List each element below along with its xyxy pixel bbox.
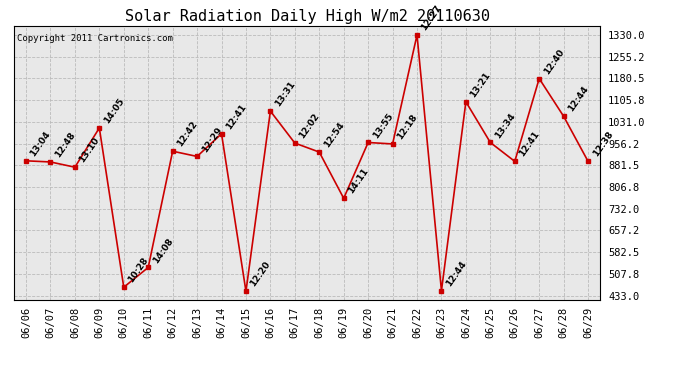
Text: 12:48: 12:48 [53,130,77,159]
Text: 12:41: 12:41 [224,102,248,131]
Text: 13:55: 13:55 [371,111,395,140]
Text: 12:44: 12:44 [566,85,591,114]
Text: 14:05: 14:05 [102,97,126,125]
Text: 14:11: 14:11 [346,167,371,195]
Text: 13:04: 13:04 [29,129,52,158]
Text: 12:42: 12:42 [175,120,199,148]
Text: 12:20: 12:20 [248,260,273,288]
Text: 12:29: 12:29 [200,125,224,154]
Text: 12:40: 12:40 [542,47,566,76]
Text: 12:54: 12:54 [322,121,346,149]
Text: 12:18: 12:18 [395,112,419,141]
Text: 13:31: 13:31 [273,80,297,108]
Text: 10:28: 10:28 [126,256,150,284]
Text: 12:38: 12:38 [591,130,615,159]
Text: 13:10: 13:10 [78,136,101,164]
Text: 12:02: 12:02 [297,112,322,140]
Text: 13:21: 13:21 [469,70,493,99]
Text: 12:27: 12:27 [420,3,444,32]
Text: 13:34: 13:34 [493,111,517,140]
Text: 12:41: 12:41 [518,130,542,159]
Title: Solar Radiation Daily High W/m2 20110630: Solar Radiation Daily High W/m2 20110630 [125,9,489,24]
Text: 14:08: 14:08 [151,236,175,265]
Text: Copyright 2011 Cartronics.com: Copyright 2011 Cartronics.com [17,34,172,44]
Text: 12:44: 12:44 [444,259,469,288]
